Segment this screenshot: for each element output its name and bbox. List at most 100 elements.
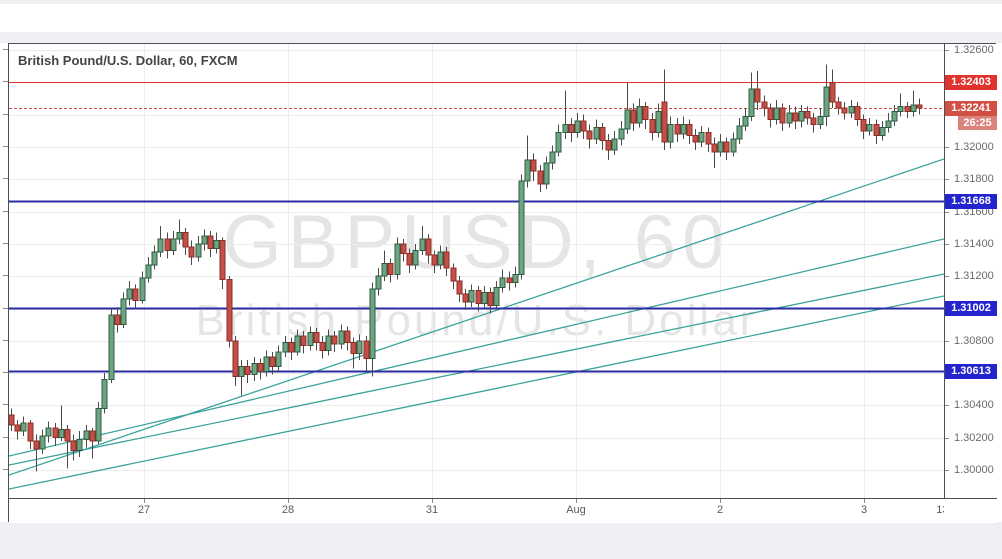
candle-up[interactable]	[512, 274, 519, 284]
candle-up[interactable]	[611, 138, 618, 151]
candle-up[interactable]	[238, 366, 245, 377]
candle-down[interactable]	[269, 356, 276, 368]
candle-down[interactable]	[692, 135, 699, 143]
candle-up[interactable]	[817, 115, 824, 125]
candle-up[interactable]	[698, 131, 705, 143]
candle-up[interactable]	[879, 127, 886, 137]
candle-down[interactable]	[605, 140, 612, 151]
support-price-label[interactable]: 1.31668	[945, 194, 997, 209]
support-price-label[interactable]: 1.30613	[945, 364, 997, 379]
candle-down[interactable]	[661, 101, 668, 143]
candle-up[interactable]	[356, 340, 363, 355]
candle-down[interactable]	[804, 110, 811, 119]
candle-up[interactable]	[717, 141, 724, 153]
candle-down[interactable]	[649, 119, 656, 133]
candle-down[interactable]	[450, 267, 457, 282]
candle-down[interactable]	[319, 341, 326, 351]
candle-down[interactable]	[288, 341, 295, 353]
candle-down[interactable]	[431, 254, 438, 266]
candle-down[interactable]	[350, 341, 357, 355]
candle-down[interactable]	[475, 290, 482, 305]
candle-down[interactable]	[387, 262, 394, 276]
candle-down[interactable]	[207, 235, 214, 250]
candle-up[interactable]	[798, 110, 805, 122]
candle-down[interactable]	[506, 277, 513, 284]
candle-up[interactable]	[394, 243, 401, 276]
candle-up[interactable]	[375, 275, 382, 290]
candle-up[interactable]	[667, 123, 674, 143]
candle-up[interactable]	[76, 438, 83, 452]
candle-down[interactable]	[810, 117, 817, 125]
candle-down[interactable]	[9, 414, 15, 426]
candle-up[interactable]	[866, 123, 873, 132]
candle-down[interactable]	[642, 106, 649, 121]
candle-up[interactable]	[151, 251, 158, 266]
candle-down[interactable]	[686, 123, 693, 137]
candle-up[interactable]	[20, 422, 27, 432]
candle-up[interactable]	[730, 138, 737, 153]
candle-down[interactable]	[188, 246, 195, 258]
candle-up[interactable]	[381, 262, 388, 277]
candle-up[interactable]	[481, 291, 488, 305]
candle-up[interactable]	[39, 435, 46, 450]
candle-down[interactable]	[331, 335, 338, 345]
candle-up[interactable]	[823, 86, 830, 117]
candle-down[interactable]	[537, 170, 544, 185]
candle-down[interactable]	[226, 278, 233, 342]
candle-up[interactable]	[499, 277, 506, 289]
candle-down[interactable]	[723, 141, 730, 153]
candle-down[interactable]	[904, 106, 911, 112]
candle-up[interactable]	[773, 107, 780, 121]
candle-down[interactable]	[232, 340, 239, 377]
time-axis[interactable]: 27 28 31 Aug 2 3 13:00	[9, 498, 997, 523]
candle-up[interactable]	[170, 238, 177, 251]
candle-up[interactable]	[543, 162, 550, 185]
candle-up[interactable]	[655, 110, 662, 133]
candle-up[interactable]	[848, 106, 855, 114]
trend-line[interactable]	[9, 238, 944, 457]
candle-up[interactable]	[176, 232, 183, 240]
trend-line[interactable]	[9, 295, 944, 490]
candle-down[interactable]	[52, 427, 59, 439]
candle-down[interactable]	[779, 107, 786, 124]
candle-up[interactable]	[897, 106, 904, 112]
candle-down[interactable]	[132, 288, 139, 301]
candle-up[interactable]	[680, 123, 687, 135]
candle-up[interactable]	[549, 151, 556, 164]
candle-up[interactable]	[891, 110, 898, 122]
candle-up[interactable]	[83, 430, 90, 440]
candle-up[interactable]	[58, 429, 65, 439]
candle-down[interactable]	[244, 366, 251, 376]
candle-up[interactable]	[201, 235, 208, 245]
candle-up[interactable]	[593, 127, 600, 140]
candle-up[interactable]	[101, 379, 108, 410]
candle-down[interactable]	[792, 112, 799, 122]
candle-up[interactable]	[195, 243, 202, 258]
candle-up[interactable]	[419, 238, 426, 251]
plot-area[interactable]: GBPUSD, 60 British Pound/U.S. Dollar Bri…	[9, 44, 944, 498]
candle-down[interactable]	[873, 123, 880, 137]
candle-up[interactable]	[213, 240, 220, 250]
candle-up[interactable]	[786, 112, 793, 124]
candle-up[interactable]	[275, 351, 282, 368]
candle-up[interactable]	[437, 251, 444, 266]
candle-up[interactable]	[885, 120, 892, 129]
candle-down[interactable]	[916, 104, 923, 109]
candle-down[interactable]	[182, 232, 189, 248]
candle-down[interactable]	[835, 101, 842, 109]
candle-down[interactable]	[462, 293, 469, 303]
candle-up[interactable]	[412, 249, 419, 266]
candle-down[interactable]	[599, 127, 606, 142]
candle-down[interactable]	[530, 159, 537, 172]
candle-down[interactable]	[456, 280, 463, 295]
candle-down[interactable]	[705, 131, 712, 145]
candle-up[interactable]	[145, 264, 152, 279]
candle-down[interactable]	[443, 251, 450, 269]
candle-down[interactable]	[406, 253, 413, 266]
candle-down[interactable]	[711, 143, 718, 153]
candle-up[interactable]	[251, 362, 258, 376]
candle-up[interactable]	[555, 131, 562, 153]
candle-down[interactable]	[568, 123, 575, 133]
candle-down[interactable]	[425, 238, 432, 256]
candle-up[interactable]	[263, 356, 270, 372]
